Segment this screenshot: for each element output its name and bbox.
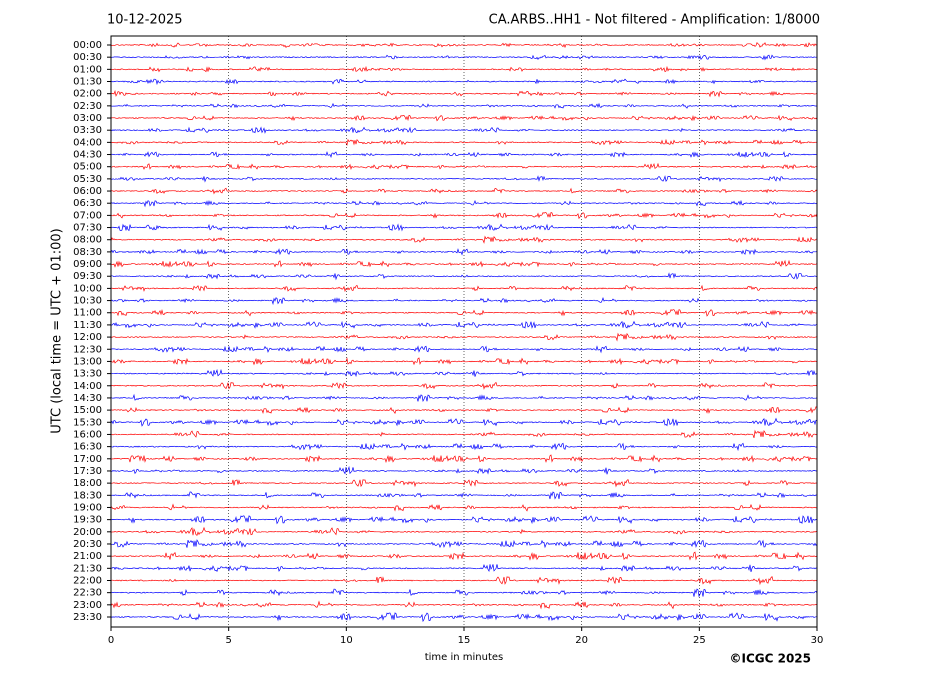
- trace: [110, 600, 818, 610]
- trace: [110, 162, 818, 170]
- y-tick-label: 01:00: [73, 64, 102, 75]
- trace: [110, 212, 818, 220]
- y-tick-label: 11:30: [73, 320, 102, 331]
- trace: [110, 515, 818, 525]
- y-tick-label: 05:00: [73, 162, 102, 173]
- trace: [110, 223, 818, 232]
- y-tick-label: 12:00: [73, 332, 102, 343]
- y-tick-label: 21:00: [73, 551, 102, 562]
- trace: [110, 381, 818, 390]
- y-tick-label: 10:00: [73, 283, 102, 294]
- y-tick-label: 06:30: [73, 198, 102, 209]
- trace: [110, 564, 818, 572]
- y-tick-label: 13:00: [73, 356, 102, 367]
- y-tick-label: 03:30: [73, 125, 102, 136]
- y-tick-label: 04:30: [73, 150, 102, 161]
- trace: [110, 454, 818, 464]
- y-tick-label: 23:30: [73, 612, 102, 623]
- y-tick-label: 07:30: [73, 223, 102, 234]
- trace: [110, 429, 818, 439]
- y-tick-label: 00:00: [73, 40, 102, 51]
- trace: [110, 332, 818, 342]
- y-tick-label: 22:00: [73, 575, 102, 586]
- trace: [110, 588, 818, 598]
- x-tick-label: 15: [458, 635, 471, 646]
- y-tick-label: 05:30: [73, 174, 102, 185]
- y-tick-label: 00:30: [73, 52, 102, 63]
- y-tick-label: 03:00: [73, 113, 102, 124]
- y-tick-label: 20:30: [73, 539, 102, 550]
- trace: [110, 248, 818, 256]
- y-tick-label: 04:00: [73, 137, 102, 148]
- trace: [110, 406, 818, 414]
- x-tick-label: 10: [340, 635, 353, 646]
- trace: [110, 54, 818, 61]
- x-tick-label: 5: [225, 635, 231, 646]
- trace: [110, 151, 818, 158]
- trace: [110, 345, 817, 354]
- y-tick-label: 09:30: [73, 271, 102, 282]
- trace: [110, 357, 818, 366]
- x-tick-label: 0: [108, 635, 114, 646]
- y-tick-label: 17:30: [73, 466, 102, 477]
- x-tick-label: 20: [575, 635, 588, 646]
- y-tick-label: 08:00: [73, 235, 102, 246]
- trace: [110, 114, 818, 122]
- trace: [110, 272, 818, 281]
- y-tick-label: 23:00: [73, 600, 102, 611]
- trace: [110, 199, 818, 208]
- trace: [110, 138, 818, 147]
- trace: [110, 235, 818, 244]
- trace: [110, 187, 818, 195]
- x-tick-label: 30: [811, 635, 824, 646]
- y-tick-label: 14:00: [73, 381, 102, 392]
- y-tick-label: 11:00: [73, 308, 102, 319]
- trace: [110, 42, 818, 49]
- y-tick-label: 08:30: [73, 247, 102, 258]
- y-tick-label: 12:30: [73, 344, 102, 355]
- trace: [110, 539, 818, 549]
- y-tick-label: 15:30: [73, 417, 102, 428]
- y-tick-label: 19:30: [73, 515, 102, 526]
- y-tick-label: 02:00: [73, 89, 102, 100]
- y-tick-label: 06:00: [73, 186, 102, 197]
- y-tick-label: 18:30: [73, 490, 102, 501]
- y-tick-label: 07:00: [73, 210, 102, 221]
- x-tick-label: 25: [693, 635, 706, 646]
- trace: [110, 417, 818, 427]
- y-tick-label: 18:00: [73, 478, 102, 489]
- y-axis-label: UTC (local time = UTC + 01:00): [50, 228, 65, 433]
- y-tick-label: 21:30: [73, 563, 102, 574]
- y-tick-label: 14:30: [73, 393, 102, 404]
- y-tick-label: 09:00: [73, 259, 102, 270]
- plot-frame: [110, 35, 818, 628]
- y-tick-label: 01:30: [73, 77, 102, 88]
- date: 10-12-2025: [107, 13, 183, 28]
- x-axis-label: time in minutes: [425, 652, 504, 663]
- y-tick-label: 17:00: [73, 454, 102, 465]
- y-tick-label: 16:30: [73, 442, 102, 453]
- y-tick-label: 20:00: [73, 527, 102, 538]
- y-tick-label: 15:00: [73, 405, 102, 416]
- y-tick-label: 19:00: [73, 502, 102, 513]
- y-tick-label: 13:30: [73, 369, 102, 380]
- chart-title: CA.ARBS..HH1 - Not filtered - Amplificat…: [489, 13, 820, 28]
- trace: [110, 368, 818, 378]
- y-tick-label: 22:30: [73, 588, 102, 599]
- y-tick-label: 16:00: [73, 429, 102, 440]
- y-tick-label: 10:30: [73, 296, 102, 307]
- credit: ©ICGC 2025: [729, 652, 811, 666]
- y-tick-label: 02:30: [73, 101, 102, 112]
